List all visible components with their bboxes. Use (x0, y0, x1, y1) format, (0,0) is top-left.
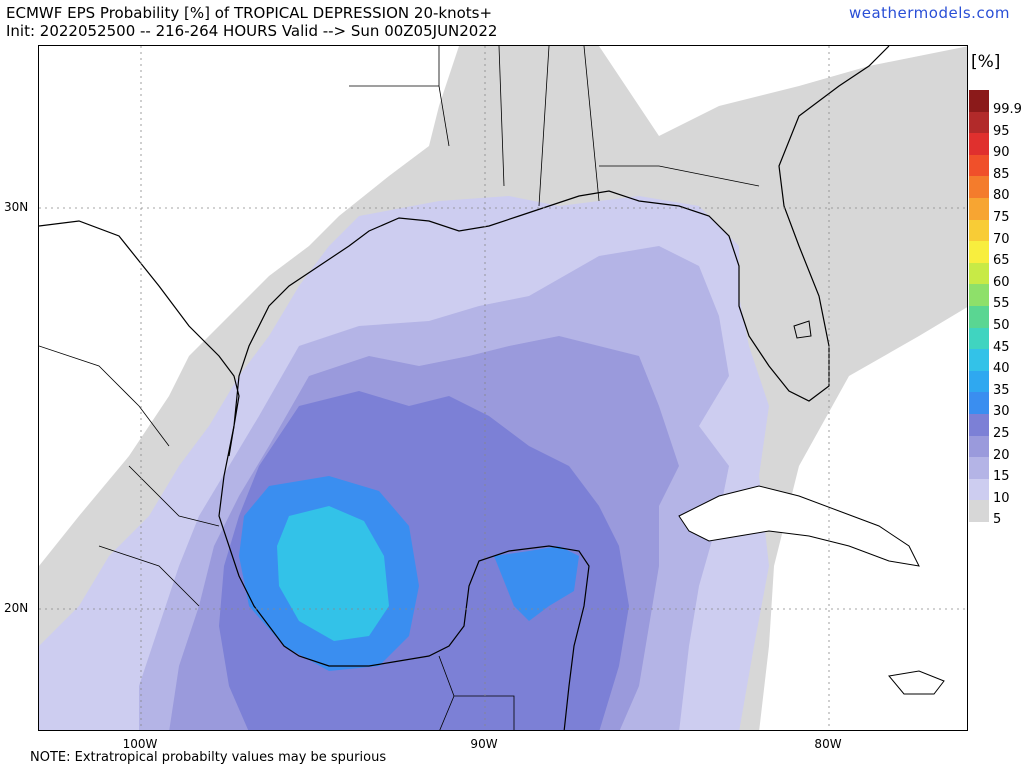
legend-label: 50 (993, 318, 1010, 333)
legend-label: 55 (993, 296, 1010, 312)
coast-jamaica (888, 670, 945, 695)
legend-unit: [%] (971, 52, 1001, 72)
legend-swatch (969, 306, 989, 328)
legend-label: 70 (993, 231, 1010, 247)
legend-label: 35 (993, 382, 1010, 398)
lon-label-90w: 90W (470, 737, 498, 751)
legend-label: 5 (993, 512, 1002, 528)
legend-swatch (969, 176, 989, 199)
land-us (39, 46, 890, 457)
legend-swatch (969, 154, 989, 177)
legend-swatch (969, 262, 989, 285)
lon-label-80w: 80W (814, 737, 842, 751)
init-valid-line: Init: 2022052500 -- 216-264 HOURS Valid … (6, 22, 498, 40)
coast-cuba (678, 485, 920, 567)
legend-label: 25 (993, 426, 1010, 441)
legend-swatch (969, 392, 989, 415)
legend-swatch (969, 241, 989, 264)
legend-swatch (969, 284, 989, 307)
legend-label: 99.9 (993, 102, 1022, 117)
legend-label: 20 (993, 447, 1010, 463)
legend-label: 95 (993, 123, 1010, 139)
probability-map (38, 45, 968, 731)
legend-swatch (969, 198, 989, 220)
lon-label-100w: 100W (122, 737, 158, 751)
legend-label: 80 (993, 188, 1010, 204)
legend-swatch (969, 500, 989, 523)
lake-okeechobee (793, 320, 812, 339)
footer-note: NOTE: Extratropical probabilty values ma… (30, 750, 387, 765)
legend-label: 65 (993, 253, 1010, 269)
site-link[interactable]: weathermodels.com (848, 4, 1010, 22)
legend-swatch (969, 370, 989, 393)
lat-label-30n: 30N (4, 200, 29, 214)
borders (39, 46, 760, 730)
legend-swatch (969, 414, 989, 436)
legend-label: 75 (993, 210, 1010, 225)
prob-band-30-yucatan (494, 546, 579, 621)
graticule (39, 46, 967, 730)
legend-swatch (969, 327, 989, 350)
legend-label: 30 (993, 404, 1010, 420)
legend-swatch (969, 349, 989, 372)
legend-label: 45 (993, 339, 1010, 355)
coast-mexico (218, 425, 590, 730)
legend-swatch (969, 219, 989, 242)
legend-label: 90 (993, 145, 1010, 161)
legend-swatch (969, 478, 989, 501)
legend-swatch (969, 111, 989, 134)
prob-band-35 (277, 506, 389, 641)
lat-label-20n: 20N (4, 601, 29, 615)
legend-label: 60 (993, 274, 1010, 290)
legend-swatch (969, 457, 989, 480)
map-title: ECMWF EPS Probability [%] of TROPICAL DE… (6, 4, 493, 22)
legend-label: 10 (993, 490, 1010, 506)
legend-swatch (969, 133, 989, 156)
legend-label: 40 (993, 361, 1010, 377)
legend-label: 85 (993, 166, 1010, 182)
legend-label: 15 (993, 469, 1010, 485)
legend-swatch (969, 90, 989, 112)
legend-swatch (969, 435, 989, 458)
